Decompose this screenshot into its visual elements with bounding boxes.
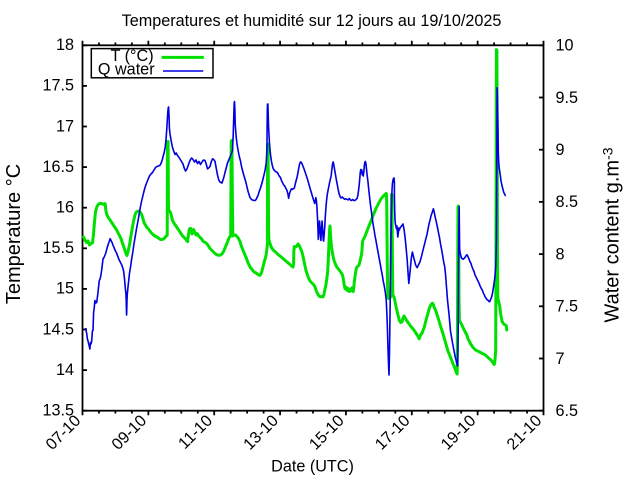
svg-text:17.5: 17.5 (42, 77, 74, 95)
svg-text:8: 8 (556, 245, 565, 263)
svg-text:16: 16 (56, 199, 74, 217)
svg-text:Water content g.m-3: Water content g.m-3 (600, 147, 624, 322)
svg-text:17: 17 (56, 117, 74, 135)
svg-text:T (°C): T (°C) (111, 47, 154, 65)
svg-text:10: 10 (556, 37, 574, 55)
svg-text:8.5: 8.5 (556, 193, 579, 211)
svg-text:6.5: 6.5 (556, 402, 579, 420)
svg-text:16.5: 16.5 (42, 158, 74, 176)
svg-text:Temperature °C: Temperature °C (3, 164, 25, 304)
svg-text:Temperatures et humidité sur 1: Temperatures et humidité sur 12 jours au… (122, 12, 502, 30)
svg-text:9.5: 9.5 (556, 89, 579, 107)
svg-text:9: 9 (556, 141, 565, 159)
svg-text:18: 18 (56, 36, 74, 54)
svg-text:14: 14 (56, 361, 74, 379)
svg-text:Q water: Q water (98, 61, 155, 79)
svg-text:15: 15 (56, 280, 74, 298)
svg-text:Date (UTC): Date (UTC) (271, 458, 354, 476)
svg-text:14.5: 14.5 (42, 320, 74, 338)
svg-text:7: 7 (556, 350, 565, 368)
svg-text:13.5: 13.5 (42, 402, 74, 420)
svg-text:7.5: 7.5 (556, 298, 579, 316)
svg-text:15.5: 15.5 (42, 239, 74, 257)
